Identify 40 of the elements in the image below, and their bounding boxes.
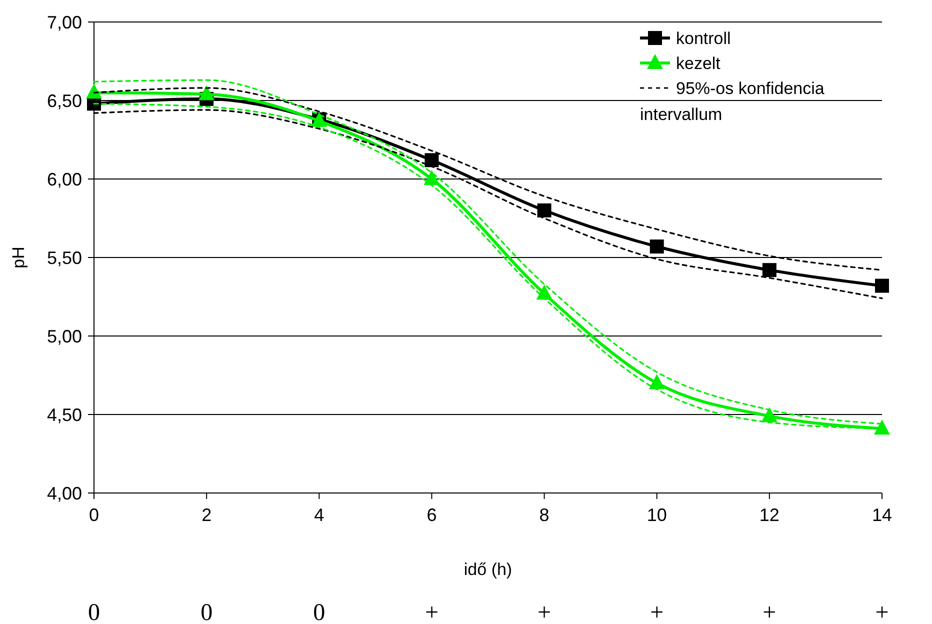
point (875, 278, 889, 293)
point (874, 420, 890, 435)
text: + (762, 600, 776, 624)
x-tick-label: 0 (88, 505, 100, 525)
point (536, 284, 552, 300)
x-axis-title: idő (h) (464, 560, 512, 579)
text: 0 (313, 600, 326, 624)
point (648, 374, 665, 390)
x-tick-label: 14 (872, 505, 892, 525)
y-tick-label: 5,00 (46, 326, 82, 346)
y-tick-label: 4,50 (46, 404, 82, 425)
x-tick-label: 6 (426, 505, 437, 525)
point (761, 407, 778, 422)
text: + (424, 600, 438, 624)
y-axis-title: pH (9, 246, 28, 268)
text: + (650, 600, 664, 624)
y-tick-label: 5,50 (46, 248, 82, 268)
y-tick-label: 6,50 (46, 90, 82, 111)
y-tick-label: 6,00 (46, 169, 82, 190)
y-tick-label: 4,00 (46, 483, 82, 504)
x-tick-label: 10 (646, 505, 667, 525)
text: + (875, 600, 889, 624)
point (762, 263, 776, 278)
point (198, 85, 215, 100)
text: + (538, 600, 552, 624)
x-tick-label: 12 (759, 505, 780, 525)
text: 0 (88, 600, 100, 624)
legend-label: kezelt (676, 54, 721, 73)
point (424, 153, 439, 168)
x-tick-label: 2 (202, 505, 212, 525)
text: 0 (200, 600, 213, 624)
point (424, 170, 440, 185)
point (537, 203, 552, 218)
legend-label: kontroll (676, 28, 731, 48)
point (650, 240, 664, 254)
legend-label: 95%-os konfidencia intervallum (640, 78, 825, 124)
x-tick-label: 4 (314, 505, 324, 525)
y-tick-label: 7,00 (46, 12, 82, 32)
point (86, 84, 102, 99)
x-tick-label: 8 (539, 505, 550, 525)
